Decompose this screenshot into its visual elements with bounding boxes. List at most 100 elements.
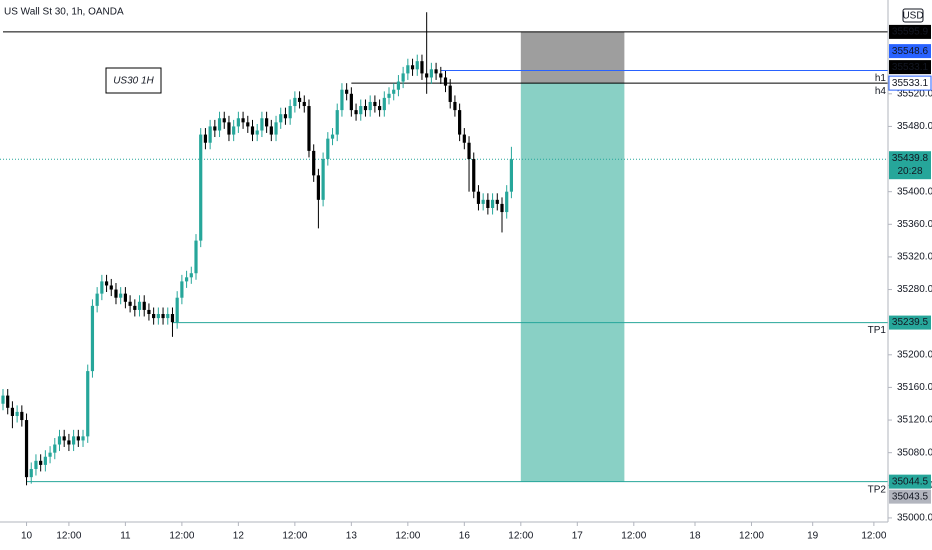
candle-body bbox=[316, 175, 320, 200]
y-tick-label: 35360.0 bbox=[897, 219, 932, 230]
candle-body bbox=[312, 150, 316, 176]
y-tick-label: 35160.0 bbox=[897, 382, 932, 393]
candle-body bbox=[434, 69, 438, 74]
candle-body bbox=[283, 114, 288, 119]
candle-body bbox=[232, 126, 236, 135]
price-tag-label: 35044.5 bbox=[892, 476, 929, 487]
candle-body bbox=[81, 436, 85, 441]
candle-body bbox=[246, 122, 250, 127]
candle-body bbox=[420, 61, 424, 74]
candle-body bbox=[345, 89, 349, 94]
x-tick-label: 12 bbox=[233, 531, 245, 542]
candle-body bbox=[392, 89, 396, 94]
candle-body bbox=[76, 436, 80, 441]
price-tag-label: 35043.5 bbox=[892, 491, 929, 502]
y-tick-label: 35400.0 bbox=[897, 186, 932, 197]
candle-body bbox=[274, 122, 278, 135]
candle-body bbox=[57, 436, 62, 445]
candle-body bbox=[156, 314, 160, 319]
annotation-box bbox=[105, 67, 162, 94]
candle-body bbox=[326, 138, 330, 160]
candle-body bbox=[415, 61, 419, 70]
x-tick-label: 12:00 bbox=[739, 531, 764, 542]
annotation: US30 1H bbox=[113, 76, 154, 87]
y-tick-label: 35520.0 bbox=[897, 88, 932, 99]
candle-body bbox=[1, 395, 5, 404]
candle-body bbox=[368, 101, 372, 111]
candle-body bbox=[184, 277, 189, 282]
x-tick-label: 12:00 bbox=[621, 531, 646, 542]
candle-body bbox=[62, 436, 66, 441]
candle-body bbox=[359, 106, 363, 115]
candle-body bbox=[490, 199, 495, 208]
x-tick-label: 19 bbox=[807, 531, 819, 542]
y-tick-label: 35280.0 bbox=[897, 284, 932, 295]
candle-body bbox=[260, 118, 264, 131]
candle-body bbox=[255, 130, 259, 135]
candle-body bbox=[72, 436, 76, 445]
x-tick-label: 12:00 bbox=[56, 531, 81, 542]
candle-body bbox=[505, 191, 509, 213]
candle-body bbox=[95, 293, 99, 306]
candle-body bbox=[349, 93, 353, 111]
candle-body bbox=[119, 293, 123, 298]
candle-body bbox=[152, 314, 156, 319]
candle-body bbox=[6, 395, 10, 408]
x-tick-label: 16 bbox=[459, 531, 471, 542]
currency: USD bbox=[902, 11, 923, 22]
candle-body bbox=[462, 134, 466, 143]
candle-body bbox=[458, 110, 462, 135]
price-tag bbox=[889, 44, 931, 59]
x-tick-label: 12:00 bbox=[508, 531, 533, 542]
price-tag bbox=[889, 474, 931, 489]
candle-body bbox=[396, 81, 401, 90]
candle-body bbox=[330, 134, 335, 139]
candle-body bbox=[109, 285, 113, 290]
price-tag bbox=[889, 60, 931, 75]
candle-body bbox=[86, 371, 90, 437]
candle-body bbox=[137, 301, 142, 310]
candle-body bbox=[439, 73, 443, 78]
candle-body bbox=[180, 281, 184, 298]
price-tag-label: 35595.9 bbox=[892, 27, 929, 38]
chart-title: US Wall St 30, 1h, OANDA bbox=[4, 7, 124, 18]
price-tag bbox=[888, 75, 932, 91]
candle-body bbox=[500, 203, 504, 213]
x-tick-label: 12:00 bbox=[861, 531, 886, 542]
candle-body bbox=[199, 134, 203, 241]
candle-body bbox=[288, 106, 292, 119]
candle-body bbox=[467, 142, 471, 160]
candle-body bbox=[495, 199, 499, 204]
candle-body bbox=[293, 97, 297, 107]
last-price-tag bbox=[889, 151, 931, 180]
candle-body bbox=[175, 297, 179, 323]
x-tick-label: 12:00 bbox=[169, 531, 194, 542]
candle-body bbox=[387, 93, 391, 98]
x-tick-label: 11 bbox=[120, 531, 131, 542]
candle-body bbox=[373, 101, 377, 107]
candle-body bbox=[340, 89, 344, 111]
candle-body bbox=[269, 126, 273, 135]
y-tick-label: 35480.0 bbox=[897, 121, 932, 132]
candle-body bbox=[321, 159, 325, 200]
price-tag-label: 35548.6 bbox=[892, 46, 929, 57]
candle-body bbox=[448, 85, 452, 102]
candle-body bbox=[147, 309, 151, 315]
x-tick-label: 17 bbox=[572, 531, 584, 542]
candle-body bbox=[476, 191, 481, 204]
x-tick-label: 12:00 bbox=[395, 531, 420, 542]
candle-body bbox=[236, 118, 240, 127]
y-tick-label: 35320.0 bbox=[897, 252, 932, 263]
candle-body bbox=[250, 126, 255, 135]
candle-body bbox=[425, 73, 429, 78]
plot bbox=[0, 12, 888, 486]
y-tick-label: 35120.0 bbox=[897, 415, 932, 426]
candle-body bbox=[443, 77, 448, 86]
candle-body bbox=[15, 411, 19, 416]
candle-body bbox=[39, 460, 43, 465]
candle-body bbox=[307, 106, 311, 151]
candle-body bbox=[203, 134, 208, 143]
price-tag bbox=[889, 315, 931, 330]
line-label: TP1 bbox=[868, 325, 887, 336]
